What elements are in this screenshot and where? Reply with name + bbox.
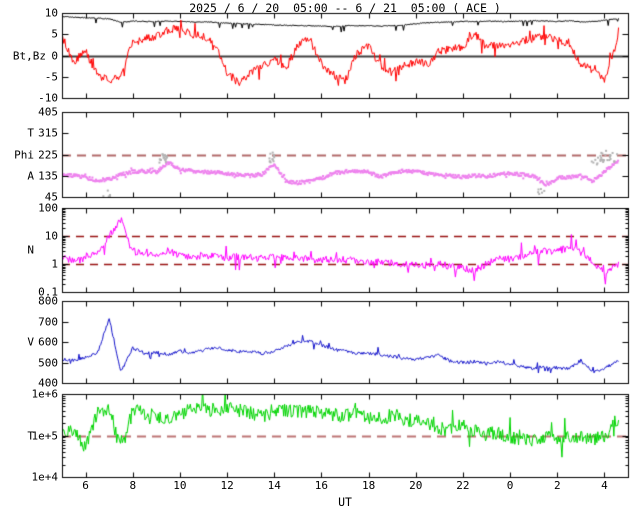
- y-tick-label: 315: [38, 126, 58, 140]
- y-tick-label: -5: [44, 70, 58, 84]
- y-tick-label: 10: [44, 229, 58, 243]
- y-tick-label: 405: [38, 105, 58, 119]
- panel-temp-ylabel: T: [27, 429, 34, 442]
- y-tick-label: 1e+5: [31, 429, 59, 442]
- panel-phi-ylabel-phi: Phi: [14, 148, 34, 161]
- y-tick-label: 1: [51, 257, 58, 271]
- y-tick-label: 135: [38, 169, 58, 183]
- y-tick-label: 5: [51, 27, 58, 41]
- y-tick-label: 225: [38, 148, 58, 161]
- y-tick-label: 700: [38, 315, 58, 328]
- x-tick-label: 0: [506, 479, 514, 492]
- y-tick-label: 400: [38, 376, 58, 390]
- y-tick-label: 10: [44, 6, 58, 20]
- y-tick-label: 1e+6: [31, 387, 59, 401]
- y-tick-label: 600: [38, 335, 58, 349]
- panel-btbz-ylabel: Bt,Bz: [12, 49, 46, 62]
- panel-speed-ylabel: V: [27, 335, 34, 349]
- panel-phi-ylabel-a: A: [27, 169, 34, 183]
- y-tick-label: 1e+4: [31, 470, 59, 484]
- y-tick-label: 500: [38, 356, 58, 369]
- x-tick-label: 12: [220, 479, 234, 492]
- x-tick-label: 6: [82, 479, 89, 492]
- x-tick-label: 8: [129, 479, 137, 492]
- x-tick-label: 20: [409, 479, 423, 492]
- chart-title: 2025 / 6 / 20 05:00 -- 6 / 21 05:00 ( AC…: [189, 1, 501, 15]
- y-tick-label: 45: [44, 190, 58, 204]
- x-tick-label: 18: [361, 479, 376, 492]
- panel-density-ylabel: N: [27, 243, 34, 257]
- y-tick-label: -10: [38, 91, 58, 105]
- x-tick-label: 16: [314, 479, 329, 492]
- y-tick-label: 0.1: [38, 285, 58, 299]
- x-tick-label: 22: [456, 479, 470, 492]
- y-tick-label: 0: [51, 49, 58, 62]
- y-tick-label: 100: [38, 201, 58, 215]
- x-axis-title: UT: [338, 495, 352, 509]
- x-tick-label: 10: [173, 479, 187, 492]
- x-tick-label: 4: [601, 479, 608, 492]
- panel-phi-ylabel-t: T: [27, 126, 34, 140]
- x-tick-label: 2: [553, 479, 561, 492]
- x-tick-label: 14: [267, 479, 281, 492]
- y-tick-label: 800: [38, 294, 58, 308]
